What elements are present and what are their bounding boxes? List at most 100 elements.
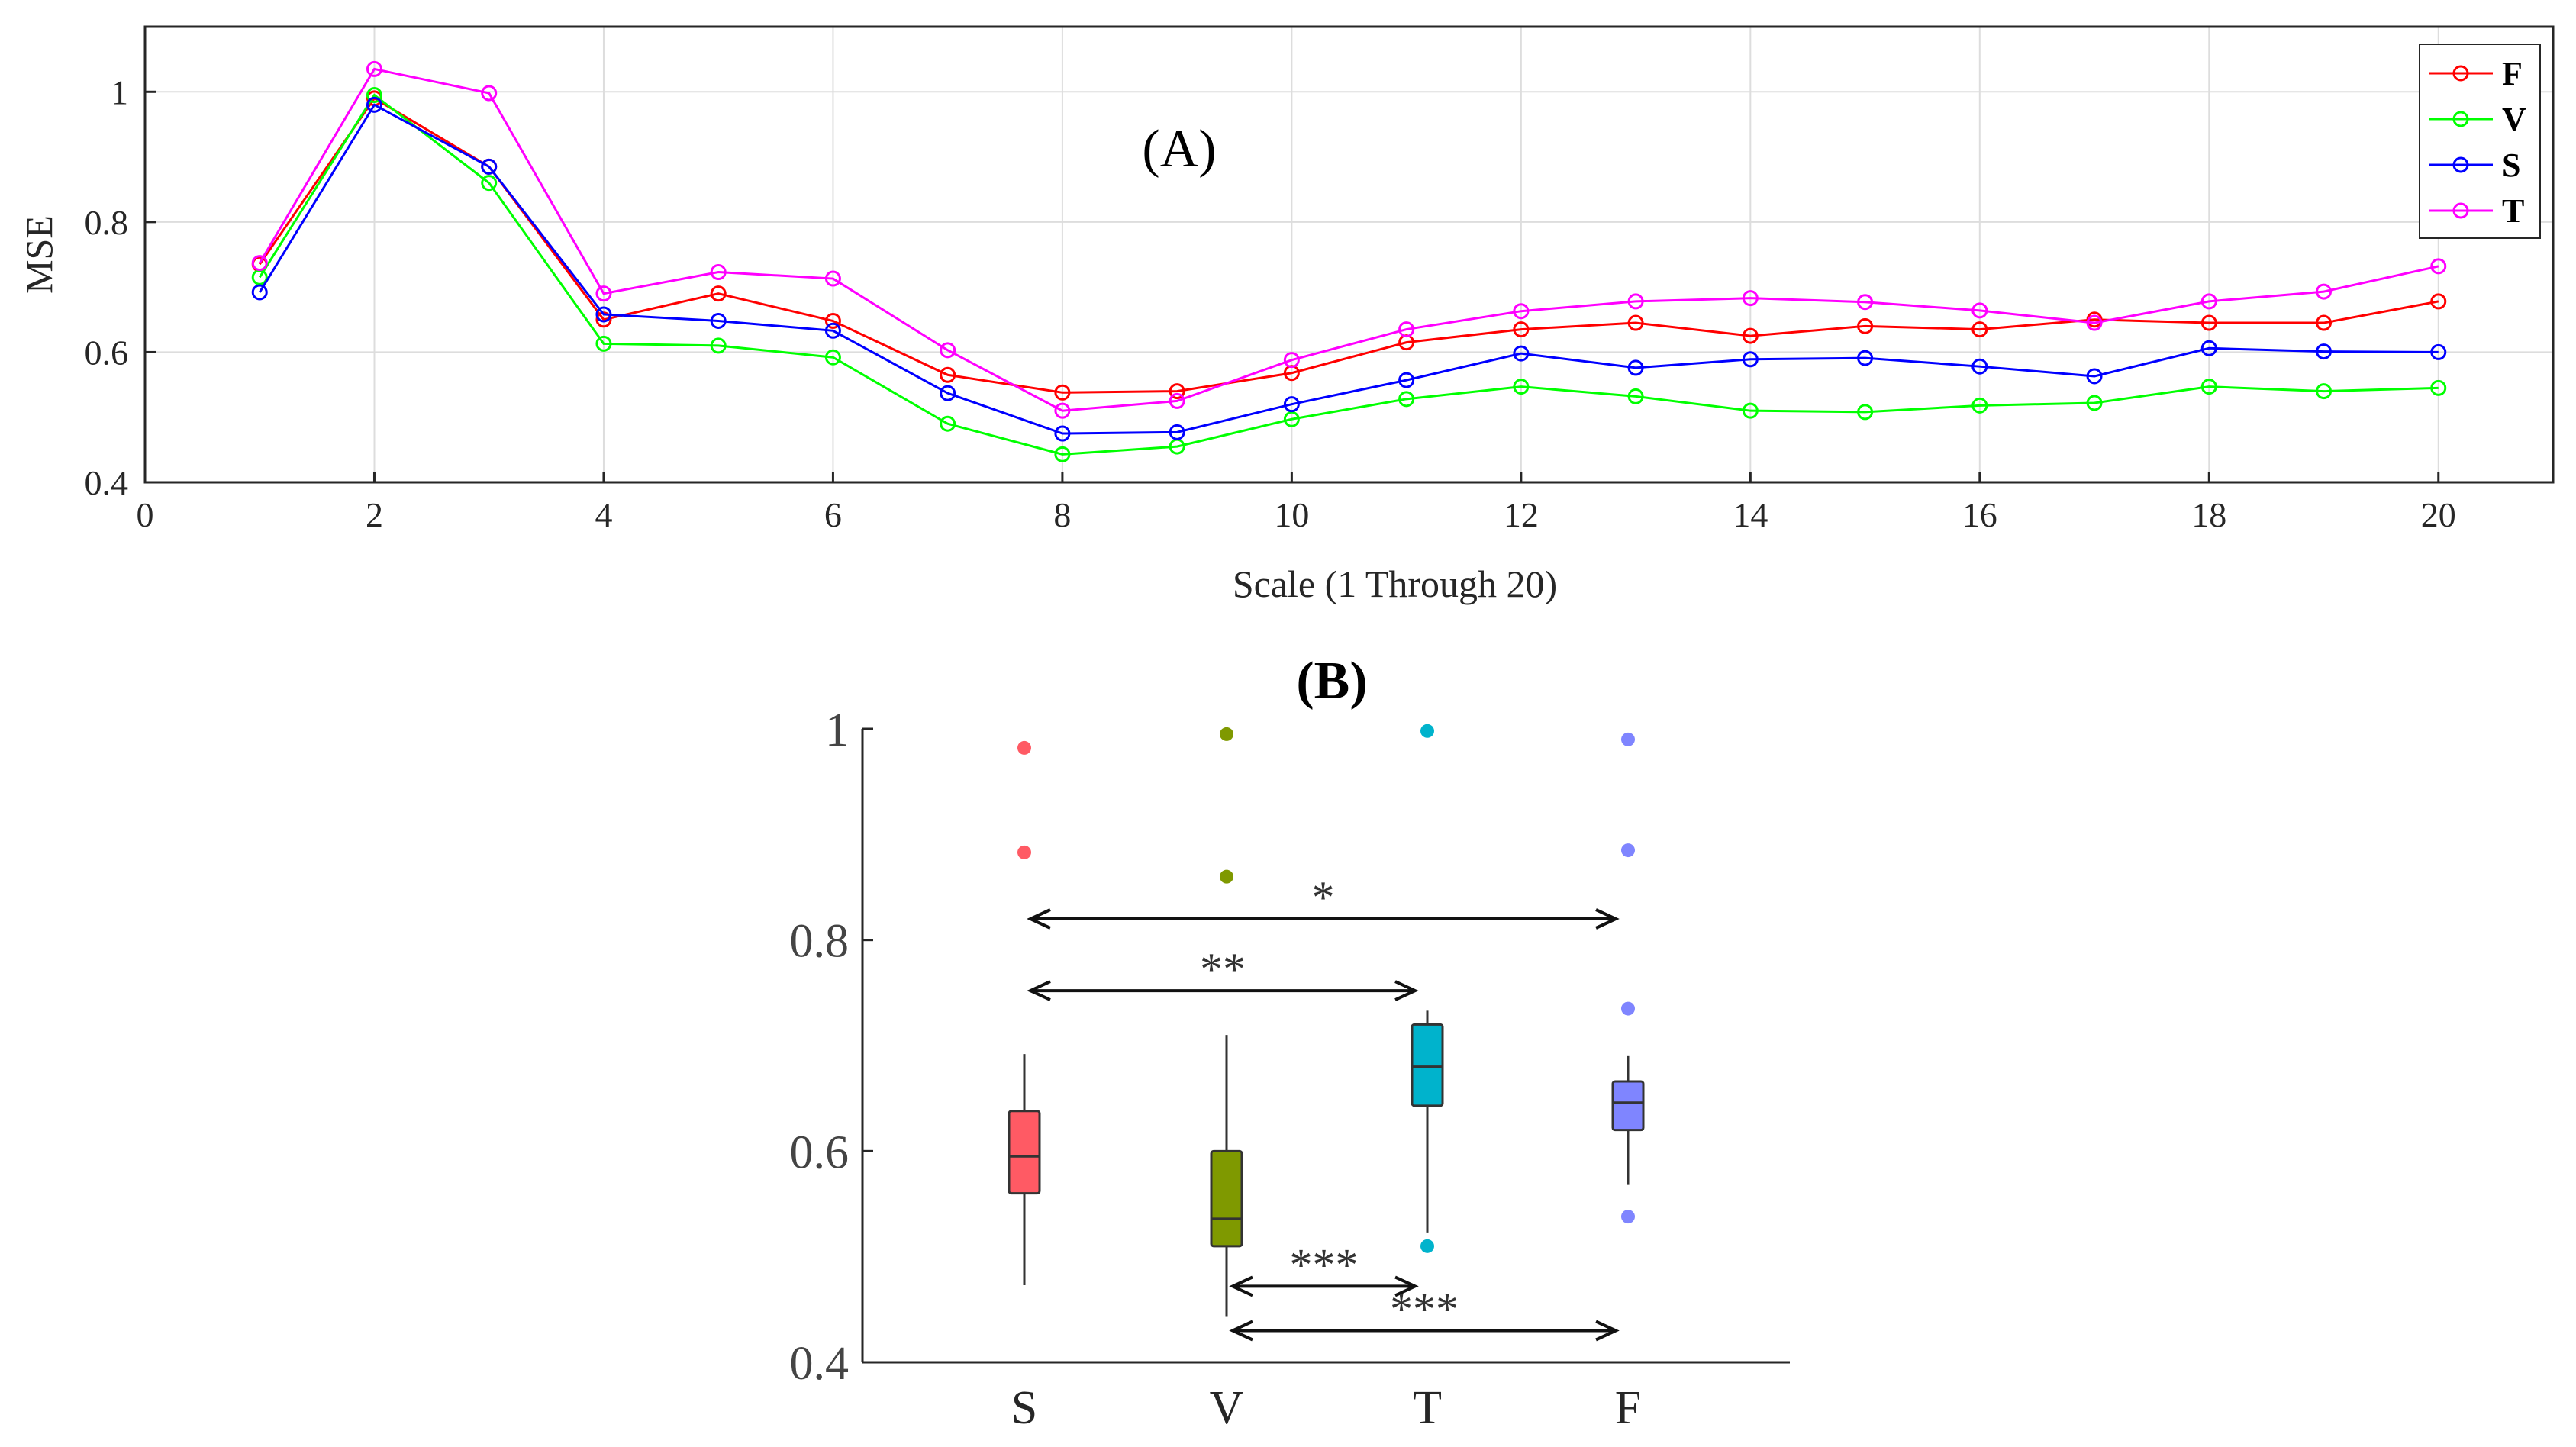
data-point — [1398, 372, 1415, 388]
x-tick-label: 6 — [824, 495, 842, 534]
data-point — [366, 96, 382, 113]
x-tick-label: T — [1413, 1382, 1442, 1434]
data-point — [824, 349, 841, 366]
data-point — [2430, 343, 2447, 360]
legend-item-s: S — [2429, 147, 2520, 184]
significance-label: * — [1312, 872, 1335, 923]
data-point — [481, 85, 498, 102]
line-chart-panel-a: 0 2 4 6 8 10 12 14 16 18 20 0.4 0.6 0.8 1 (A) Scale (1… — [18, 25, 2555, 605]
data-point — [940, 366, 956, 383]
box-plot-panel-b: (B) 0.40.60.81S V T F ********* — [790, 652, 1790, 1434]
x-tick-label: 2 — [366, 495, 383, 534]
x-tick-label: 16 — [1962, 495, 1997, 534]
outlier-point — [1017, 740, 1031, 755]
legend-box — [2419, 44, 2541, 239]
data-point — [1971, 397, 1988, 414]
data-point — [1857, 350, 1874, 366]
significance-label: *** — [1290, 1239, 1359, 1290]
series-f — [251, 90, 2447, 401]
data-point — [2316, 314, 2333, 331]
box-body — [1210, 1149, 1243, 1248]
box-body — [1411, 1023, 1444, 1107]
x-tick-label: F — [1615, 1382, 1641, 1434]
data-point — [481, 175, 498, 192]
x-tick-label: 10 — [1274, 495, 1309, 534]
comparison-v-t: *** — [1229, 1239, 1419, 1297]
data-point — [1627, 388, 1644, 404]
series-s — [251, 96, 2447, 442]
arrow-head — [1027, 908, 1051, 930]
outlier-point — [1220, 869, 1233, 884]
data-point — [1627, 314, 1644, 331]
grid — [144, 27, 2553, 483]
plot-area — [143, 25, 2555, 484]
y-tick-label: 0.4 — [85, 463, 129, 502]
x-tick-label: 8 — [1053, 495, 1071, 534]
data-point — [2200, 379, 2217, 395]
data-point — [2200, 340, 2217, 356]
legend-swatch-marker — [2452, 65, 2469, 82]
y-tick-label: 0.6 — [85, 333, 129, 372]
x-tick-label: 12 — [1504, 495, 1539, 534]
data-point — [2086, 368, 2103, 385]
data-point — [1054, 402, 1071, 419]
arrow-head — [1229, 1275, 1253, 1297]
comparison-s-t: ** — [1027, 944, 1419, 1001]
outlier-point — [1621, 843, 1635, 858]
box-f — [1611, 732, 1645, 1224]
data-point — [1513, 345, 1530, 362]
outlier-point — [1621, 1001, 1635, 1016]
legend-item-f: F — [2429, 55, 2523, 92]
legend-swatch-marker — [2452, 156, 2469, 173]
box-s — [1008, 740, 1041, 1286]
data-point — [710, 312, 727, 329]
data-point — [1283, 396, 1300, 413]
y-tick-label: 0.6 — [790, 1126, 850, 1178]
series-t — [251, 60, 2447, 419]
x-tick-label: 18 — [2191, 495, 2226, 534]
data-point — [1054, 446, 1071, 462]
data-point — [251, 255, 268, 272]
series-line — [258, 103, 2439, 435]
data-point — [595, 285, 612, 302]
comparison-v-f: *** — [1229, 1284, 1620, 1342]
data-point — [1169, 392, 1185, 409]
y-axis-label: MSE — [18, 215, 60, 294]
data-point — [1857, 294, 1874, 311]
data-point — [1742, 402, 1759, 419]
y-tick-label: 1 — [825, 704, 849, 756]
data-point — [1054, 425, 1071, 442]
panel-label-b: (B) — [1296, 652, 1367, 711]
series-group — [251, 60, 2447, 462]
outlier-point — [1420, 724, 1434, 738]
y-tick-label: 1 — [111, 73, 128, 111]
y-tick-label: 0.4 — [790, 1338, 850, 1390]
data-point — [1513, 303, 1530, 320]
data-point — [2430, 258, 2447, 275]
series-line — [258, 93, 2439, 456]
data-point — [595, 306, 612, 323]
data-point — [2430, 293, 2447, 310]
data-point — [1742, 327, 1759, 344]
data-point — [2316, 383, 2333, 400]
data-point — [940, 415, 956, 432]
data-point — [1742, 351, 1759, 368]
data-point — [2086, 314, 2103, 331]
arrow-head — [1394, 1275, 1419, 1297]
legend-swatch-marker — [2452, 111, 2469, 127]
data-point — [2200, 314, 2217, 331]
arrow-head — [1229, 1320, 1253, 1342]
data-point — [1742, 290, 1759, 307]
data-point — [2200, 293, 2217, 310]
data-point — [1513, 321, 1530, 338]
arrow-head — [1394, 980, 1419, 1001]
legend-item-v: V — [2429, 101, 2526, 138]
data-point — [1971, 321, 1988, 338]
data-point — [1283, 411, 1300, 427]
data-point — [2430, 379, 2447, 396]
outlier-point — [1220, 727, 1233, 741]
outlier-point — [1420, 1239, 1434, 1253]
data-point — [940, 385, 956, 401]
significance-comparisons: ********* — [1027, 872, 1620, 1342]
